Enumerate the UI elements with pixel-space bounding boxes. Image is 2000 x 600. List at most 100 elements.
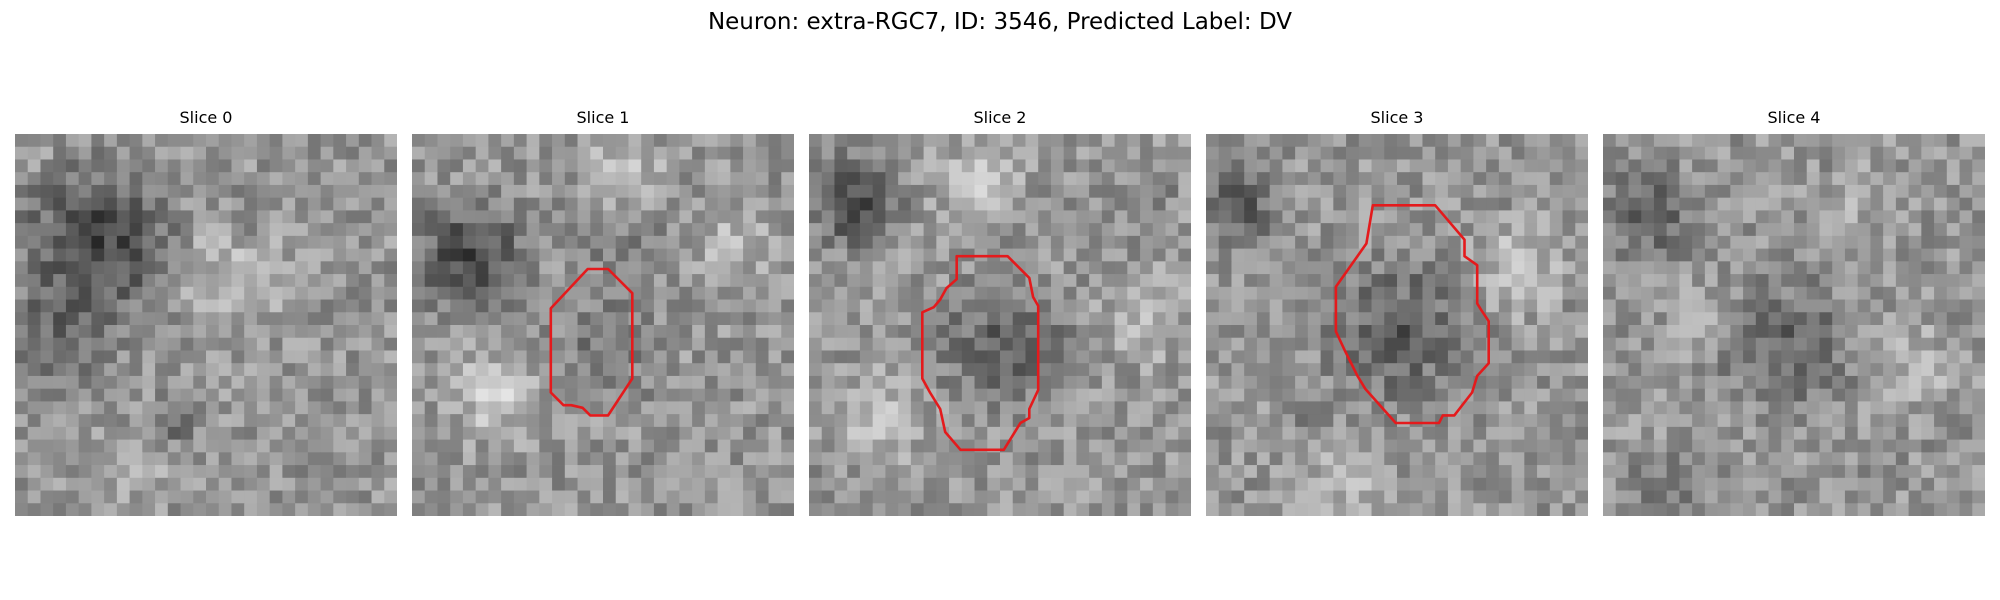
pixel (1127, 299, 1141, 313)
pixel (1435, 325, 1449, 339)
pixel (1256, 235, 1271, 249)
pixel (295, 325, 309, 339)
pixel (1358, 146, 1372, 160)
pixel (1269, 146, 1283, 160)
pixel (704, 490, 718, 504)
pixel (358, 248, 372, 262)
pixel (91, 401, 105, 415)
pixel (821, 388, 835, 402)
pixel (949, 490, 963, 504)
pixel (1768, 414, 1782, 428)
pixel (1140, 452, 1154, 466)
pixel (974, 286, 988, 300)
pixel (1934, 184, 1948, 199)
pixel (1921, 401, 1935, 415)
pixel (384, 261, 397, 275)
pixel (987, 274, 1001, 288)
pixel (628, 401, 642, 415)
pixel (1333, 248, 1347, 262)
pixel (307, 223, 321, 237)
pixel (1165, 452, 1179, 466)
pixel (1883, 503, 1897, 516)
pixel (974, 159, 988, 173)
pixel (155, 388, 169, 402)
pixel (462, 261, 477, 275)
pixel (218, 210, 232, 224)
pixel (307, 172, 321, 186)
pixel (1498, 452, 1512, 466)
pixel (885, 350, 899, 364)
pixel (450, 414, 464, 428)
pixel (1615, 477, 1629, 491)
pixel (65, 146, 80, 160)
pixel (129, 414, 143, 428)
pixel (1127, 337, 1141, 351)
pixel (755, 261, 769, 275)
pixel (501, 439, 515, 453)
pixel (526, 248, 540, 262)
pixel (1679, 299, 1693, 313)
pixel (1244, 159, 1258, 173)
pixel (1615, 439, 1629, 453)
pixel (987, 477, 1001, 491)
pixel (1549, 477, 1563, 491)
pixel (1549, 414, 1563, 428)
pixel (872, 401, 886, 415)
pixel (526, 375, 540, 390)
pixel (1575, 363, 1588, 377)
pixel (885, 223, 899, 237)
pixel (1832, 363, 1846, 377)
pixel (1140, 477, 1154, 491)
pixel (282, 477, 296, 491)
pixel (1575, 325, 1588, 339)
pixel (1409, 350, 1423, 364)
pixel (1320, 312, 1334, 326)
pixel (1371, 401, 1385, 415)
pixel (1921, 465, 1935, 479)
pixel (1692, 426, 1706, 440)
pixel (437, 401, 451, 415)
pixel (974, 388, 988, 402)
pixel (1603, 452, 1617, 466)
pixel (1883, 146, 1897, 160)
pixel (936, 477, 950, 491)
pixel (1140, 261, 1154, 275)
pixel (1946, 465, 1960, 479)
pixel (488, 274, 502, 288)
pixel (1883, 210, 1897, 224)
pixel (1038, 388, 1052, 402)
pixel (193, 210, 207, 224)
pixel (1768, 465, 1782, 479)
pixel (1256, 388, 1271, 402)
pixel (1447, 261, 1462, 275)
pixel (1794, 325, 1808, 339)
pixel (462, 350, 477, 364)
pixel (755, 286, 769, 300)
pixel (552, 363, 566, 377)
pixel (462, 184, 477, 199)
pixel (282, 261, 296, 275)
pixel (679, 312, 693, 326)
pixel (1603, 350, 1617, 364)
pixel (1537, 261, 1551, 275)
pixel (898, 426, 912, 440)
pixel (1244, 477, 1258, 491)
pixel (1127, 261, 1141, 275)
pixel (1269, 197, 1283, 211)
pixel (809, 465, 823, 479)
pixel (1692, 490, 1706, 504)
pixel (1282, 388, 1296, 402)
pixel (1679, 426, 1693, 440)
pixel (65, 439, 80, 453)
pixel (1282, 210, 1296, 224)
pixel (1231, 184, 1245, 199)
pixel (1832, 172, 1846, 186)
pixel (116, 426, 130, 440)
pixel (1730, 452, 1744, 466)
pixel (628, 146, 642, 160)
pixel (40, 363, 54, 377)
pixel (1038, 414, 1052, 428)
pixel (1575, 159, 1588, 173)
pixel (1384, 350, 1398, 364)
pixel (333, 261, 347, 275)
